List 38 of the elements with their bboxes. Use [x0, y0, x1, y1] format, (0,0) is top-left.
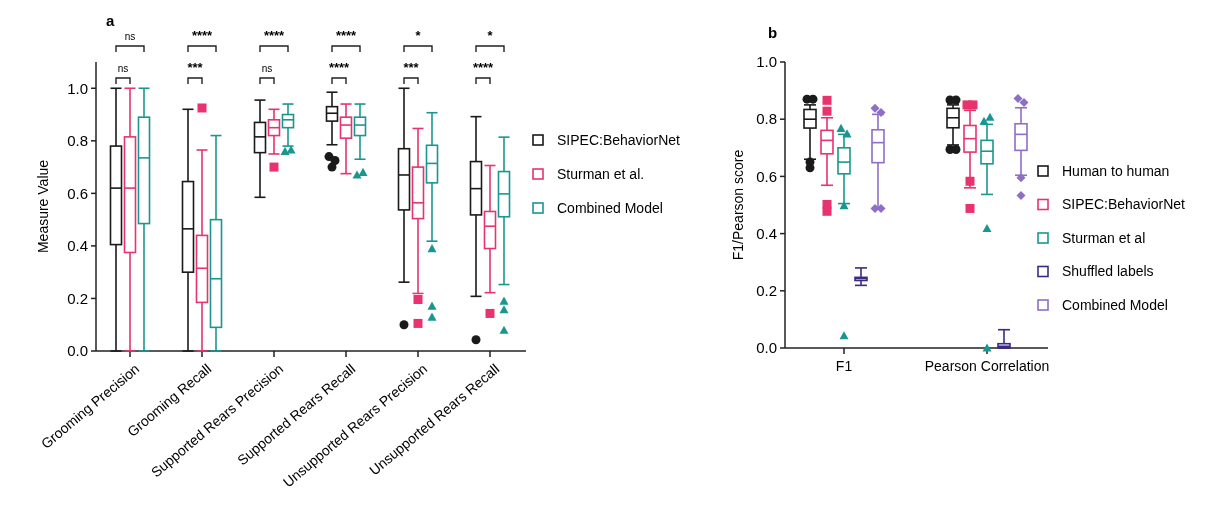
annotation: ****	[328, 60, 351, 75]
y-tick-label: 0.8	[756, 110, 777, 128]
legend-label: Human to human	[1062, 162, 1170, 179]
chart-title: b	[768, 24, 778, 41]
y-tick-label: 0.6	[67, 184, 88, 202]
y-tick-label: 0.0	[756, 339, 777, 357]
text: ****	[191, 28, 214, 43]
legend-label: Combined Model	[1062, 296, 1168, 313]
text: ****	[335, 28, 358, 43]
y-tick-label: 0.4	[67, 237, 88, 255]
annotation: ***	[403, 60, 420, 75]
text: *	[487, 28, 494, 43]
text: ****	[263, 28, 286, 43]
annotation: ns	[261, 63, 273, 74]
text: ns	[124, 31, 136, 42]
y-axis-title: F1/Pearson score	[730, 149, 746, 261]
y-axis-title: Measure Value	[35, 159, 51, 254]
y-tick-label: 0.0	[67, 342, 88, 360]
x-tick-label: F1	[835, 358, 853, 375]
annotation: ***	[187, 60, 204, 75]
y-tick-label: 1.0	[756, 53, 777, 71]
legend-label: SIPEC:BehaviorNet	[557, 131, 681, 148]
y-tick-label: 1.0	[67, 79, 88, 97]
y-tick-label: 0.4	[756, 224, 777, 242]
legend-label: Combined Model	[557, 199, 663, 216]
legend-label: Sturman et al.	[557, 165, 645, 182]
legend-label: Shuffled labels	[1062, 263, 1154, 280]
y-tick-label: 0.8	[67, 132, 88, 150]
x-tick-label: Pearson Correlation	[924, 358, 1050, 375]
legend-label: SIPEC:BehaviorNet	[1062, 196, 1186, 213]
annotation: ns	[117, 63, 129, 74]
y-tick-label: 0.6	[756, 167, 777, 185]
legend-label: Sturman et al	[1062, 229, 1146, 246]
y-tick-label: 0.2	[756, 282, 777, 300]
annotation: ****	[472, 60, 495, 75]
y-tick-label: 0.2	[67, 289, 88, 307]
text: *	[415, 28, 422, 43]
chart-title: a	[106, 12, 115, 29]
